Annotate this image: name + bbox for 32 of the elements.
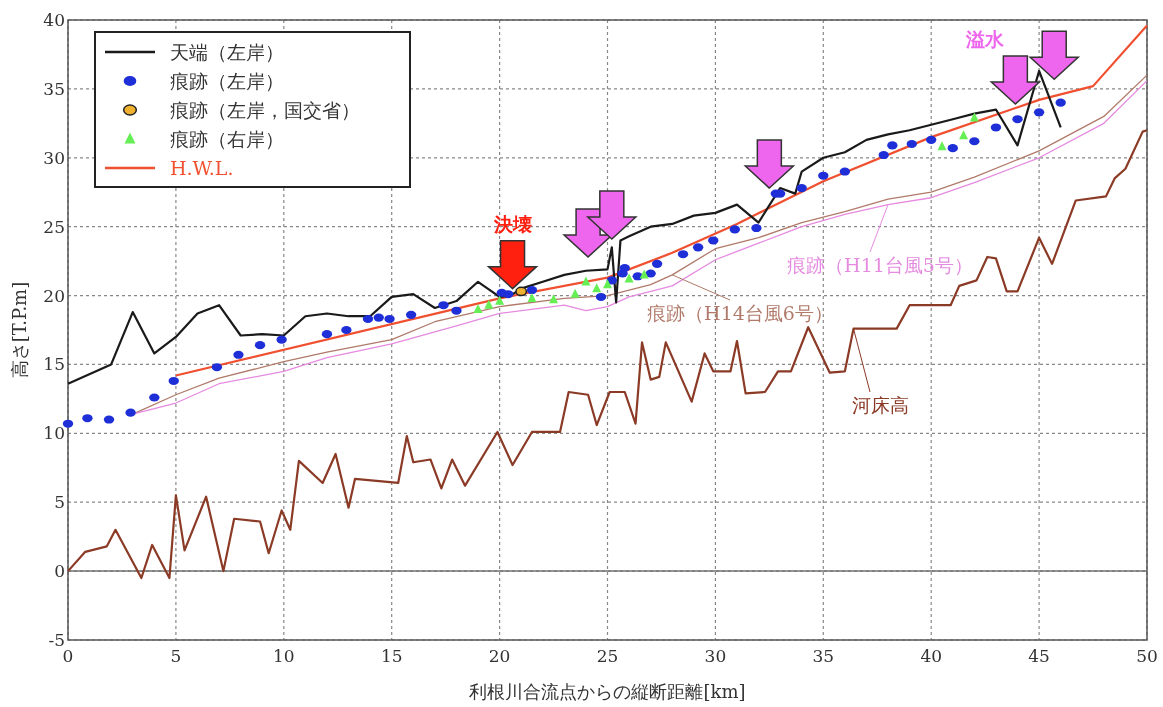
y-tick-label: 0 [54, 561, 65, 582]
x-tick-label: 15 [380, 646, 403, 666]
y-tick-label: 30 [43, 147, 65, 168]
x-tick-label: 35 [812, 646, 835, 666]
y-tick-label: 10 [43, 423, 65, 444]
annotation: 決壊 [492, 212, 532, 235]
legend-label: 天端（左岸） [170, 41, 284, 63]
series-label: 河床高 [851, 394, 909, 416]
y-tick-label: 25 [43, 216, 65, 237]
y-tick-label: 15 [43, 354, 65, 375]
y-tick-label: -5 [48, 630, 65, 650]
series-label: 痕跡（H11台風5号） [787, 254, 973, 276]
x-tick-label: 5 [170, 646, 182, 666]
legend-label: 痕跡（右岸） [170, 128, 284, 150]
y-tick-label: 40 [43, 10, 65, 30]
x-tick-label: 45 [1028, 646, 1050, 666]
x-tick-label: 25 [596, 646, 619, 666]
x-tick-label: 50 [1136, 646, 1158, 666]
x-tick-label: 20 [488, 646, 511, 666]
y-tick-label: 5 [54, 492, 65, 513]
x-axis-title: 利根川合流点からの縦断距離[km] [469, 681, 746, 702]
y-tick-label: 20 [43, 285, 65, 306]
legend-label: 痕跡（左岸，国交省） [170, 99, 360, 121]
series-label: 痕跡（H14台風6号） [647, 302, 833, 324]
x-tick-label: 30 [704, 646, 727, 666]
legend-label: 痕跡（左岸） [170, 70, 284, 92]
legend-label: H.W.L. [170, 157, 234, 179]
annotation: 溢水 [965, 28, 1006, 51]
y-tick-label: 35 [43, 78, 65, 99]
y-axis-title: 高さ[T.P.m] [9, 281, 30, 379]
x-tick-label: 10 [272, 646, 295, 666]
x-tick-label: 40 [920, 646, 943, 666]
